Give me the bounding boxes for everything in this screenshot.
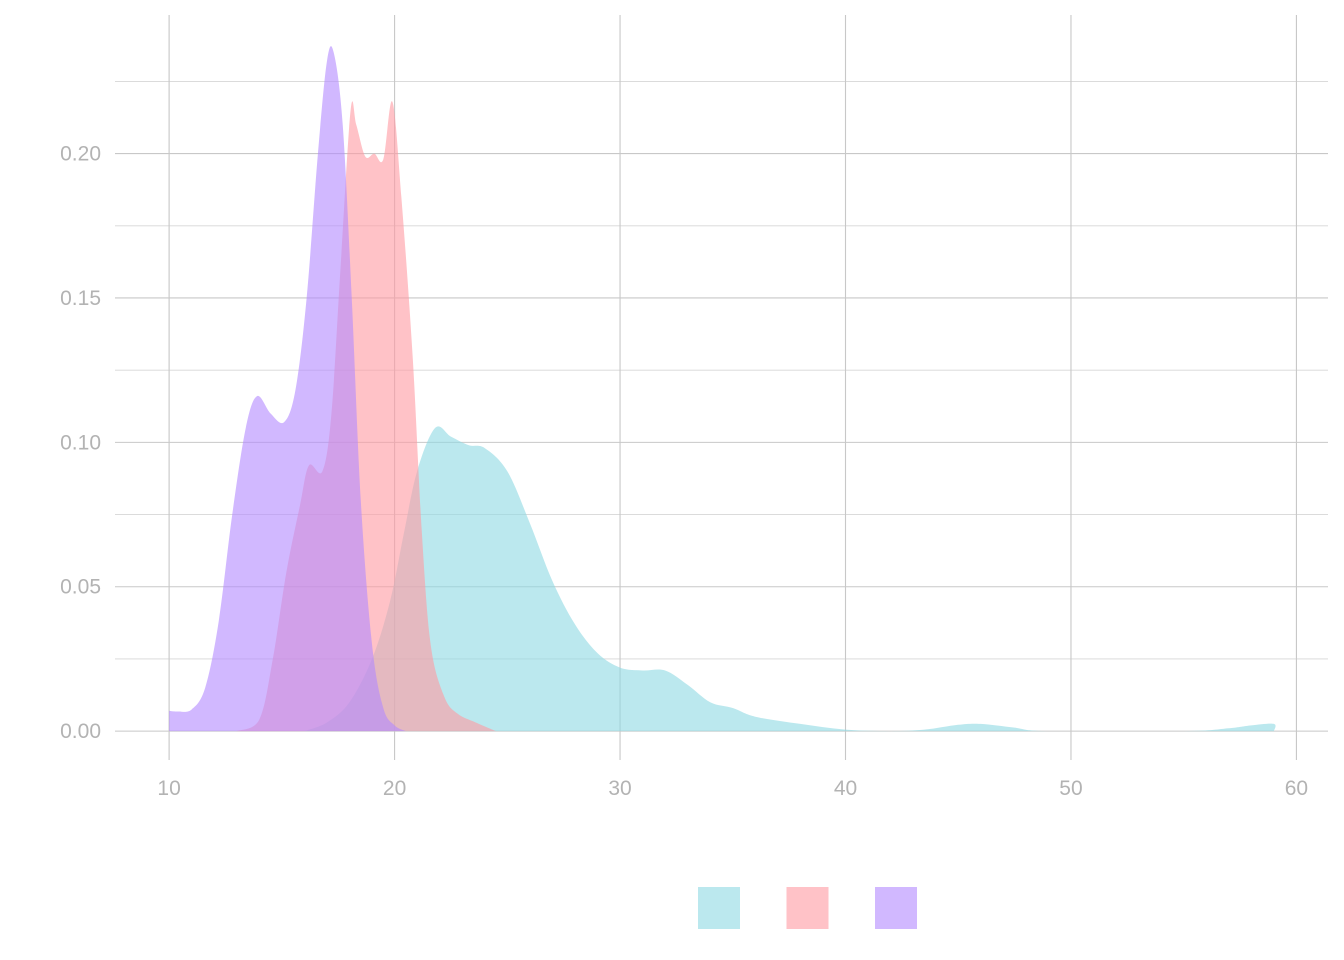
y-tick-label: 0.00: [60, 720, 101, 743]
density-areas: [169, 46, 1276, 732]
y-tick-label: 0.05: [60, 576, 101, 599]
legend-swatch-series-1: [698, 887, 740, 929]
y-axis-tick-labels: 0.00 0.05 0.10 0.15 0.20: [60, 143, 101, 744]
x-tick-label: 30: [608, 777, 631, 800]
x-tick-label: 60: [1285, 777, 1308, 800]
y-tick-label: 0.20: [60, 143, 101, 166]
legend: [698, 887, 917, 929]
y-tick-label: 0.15: [60, 287, 101, 310]
x-tick-label: 20: [383, 777, 406, 800]
y-tick-label: 0.10: [60, 431, 101, 454]
density-area-series-3: [169, 46, 406, 732]
legend-swatch-series-2: [786, 887, 829, 929]
x-axis-tick-labels: 10 20 30 40 50 60: [157, 777, 1308, 800]
x-tick-label: 10: [157, 777, 180, 800]
x-tick-label: 50: [1059, 777, 1082, 800]
x-tick-label: 40: [834, 777, 857, 800]
legend-swatch-series-3: [875, 887, 917, 929]
density-area-series-1: [304, 426, 1276, 732]
